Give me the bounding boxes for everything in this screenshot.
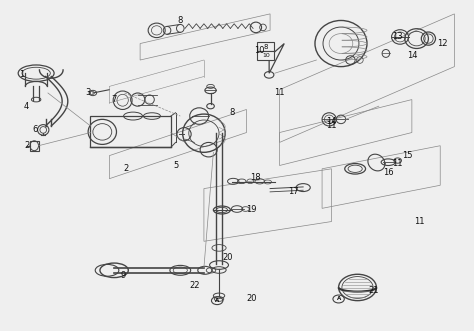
Text: 22: 22	[189, 281, 200, 290]
Text: 14: 14	[326, 117, 337, 125]
FancyBboxPatch shape	[257, 51, 274, 60]
Text: 3: 3	[85, 88, 91, 98]
Text: 11: 11	[414, 217, 424, 226]
Text: 6: 6	[32, 125, 37, 134]
Text: A: A	[215, 298, 219, 303]
Text: 12: 12	[438, 39, 448, 48]
Text: 14: 14	[407, 51, 417, 60]
Text: 11: 11	[326, 121, 337, 130]
Text: 10: 10	[262, 53, 270, 58]
Text: 16: 16	[383, 167, 393, 177]
Text: 4: 4	[24, 102, 29, 111]
Text: 21: 21	[369, 286, 379, 295]
Text: 9: 9	[121, 271, 126, 280]
Text: 13: 13	[392, 32, 403, 41]
Text: 5: 5	[173, 161, 178, 170]
Text: 20: 20	[222, 253, 233, 262]
Text: 11: 11	[274, 88, 285, 98]
Text: 10: 10	[255, 46, 265, 55]
Text: 7: 7	[111, 95, 117, 104]
Text: 17: 17	[288, 187, 299, 196]
Text: 20: 20	[246, 295, 256, 304]
Text: 8: 8	[229, 108, 235, 117]
Text: 19: 19	[246, 206, 256, 214]
Text: 11: 11	[392, 159, 403, 168]
Text: 18: 18	[251, 172, 261, 181]
FancyBboxPatch shape	[257, 42, 274, 51]
Text: 2: 2	[24, 141, 29, 150]
Text: 1: 1	[19, 71, 25, 79]
Text: 2: 2	[123, 164, 128, 173]
Text: 8: 8	[178, 16, 183, 25]
Text: 8: 8	[264, 43, 268, 50]
Text: A: A	[337, 297, 341, 302]
Text: 15: 15	[402, 151, 412, 160]
